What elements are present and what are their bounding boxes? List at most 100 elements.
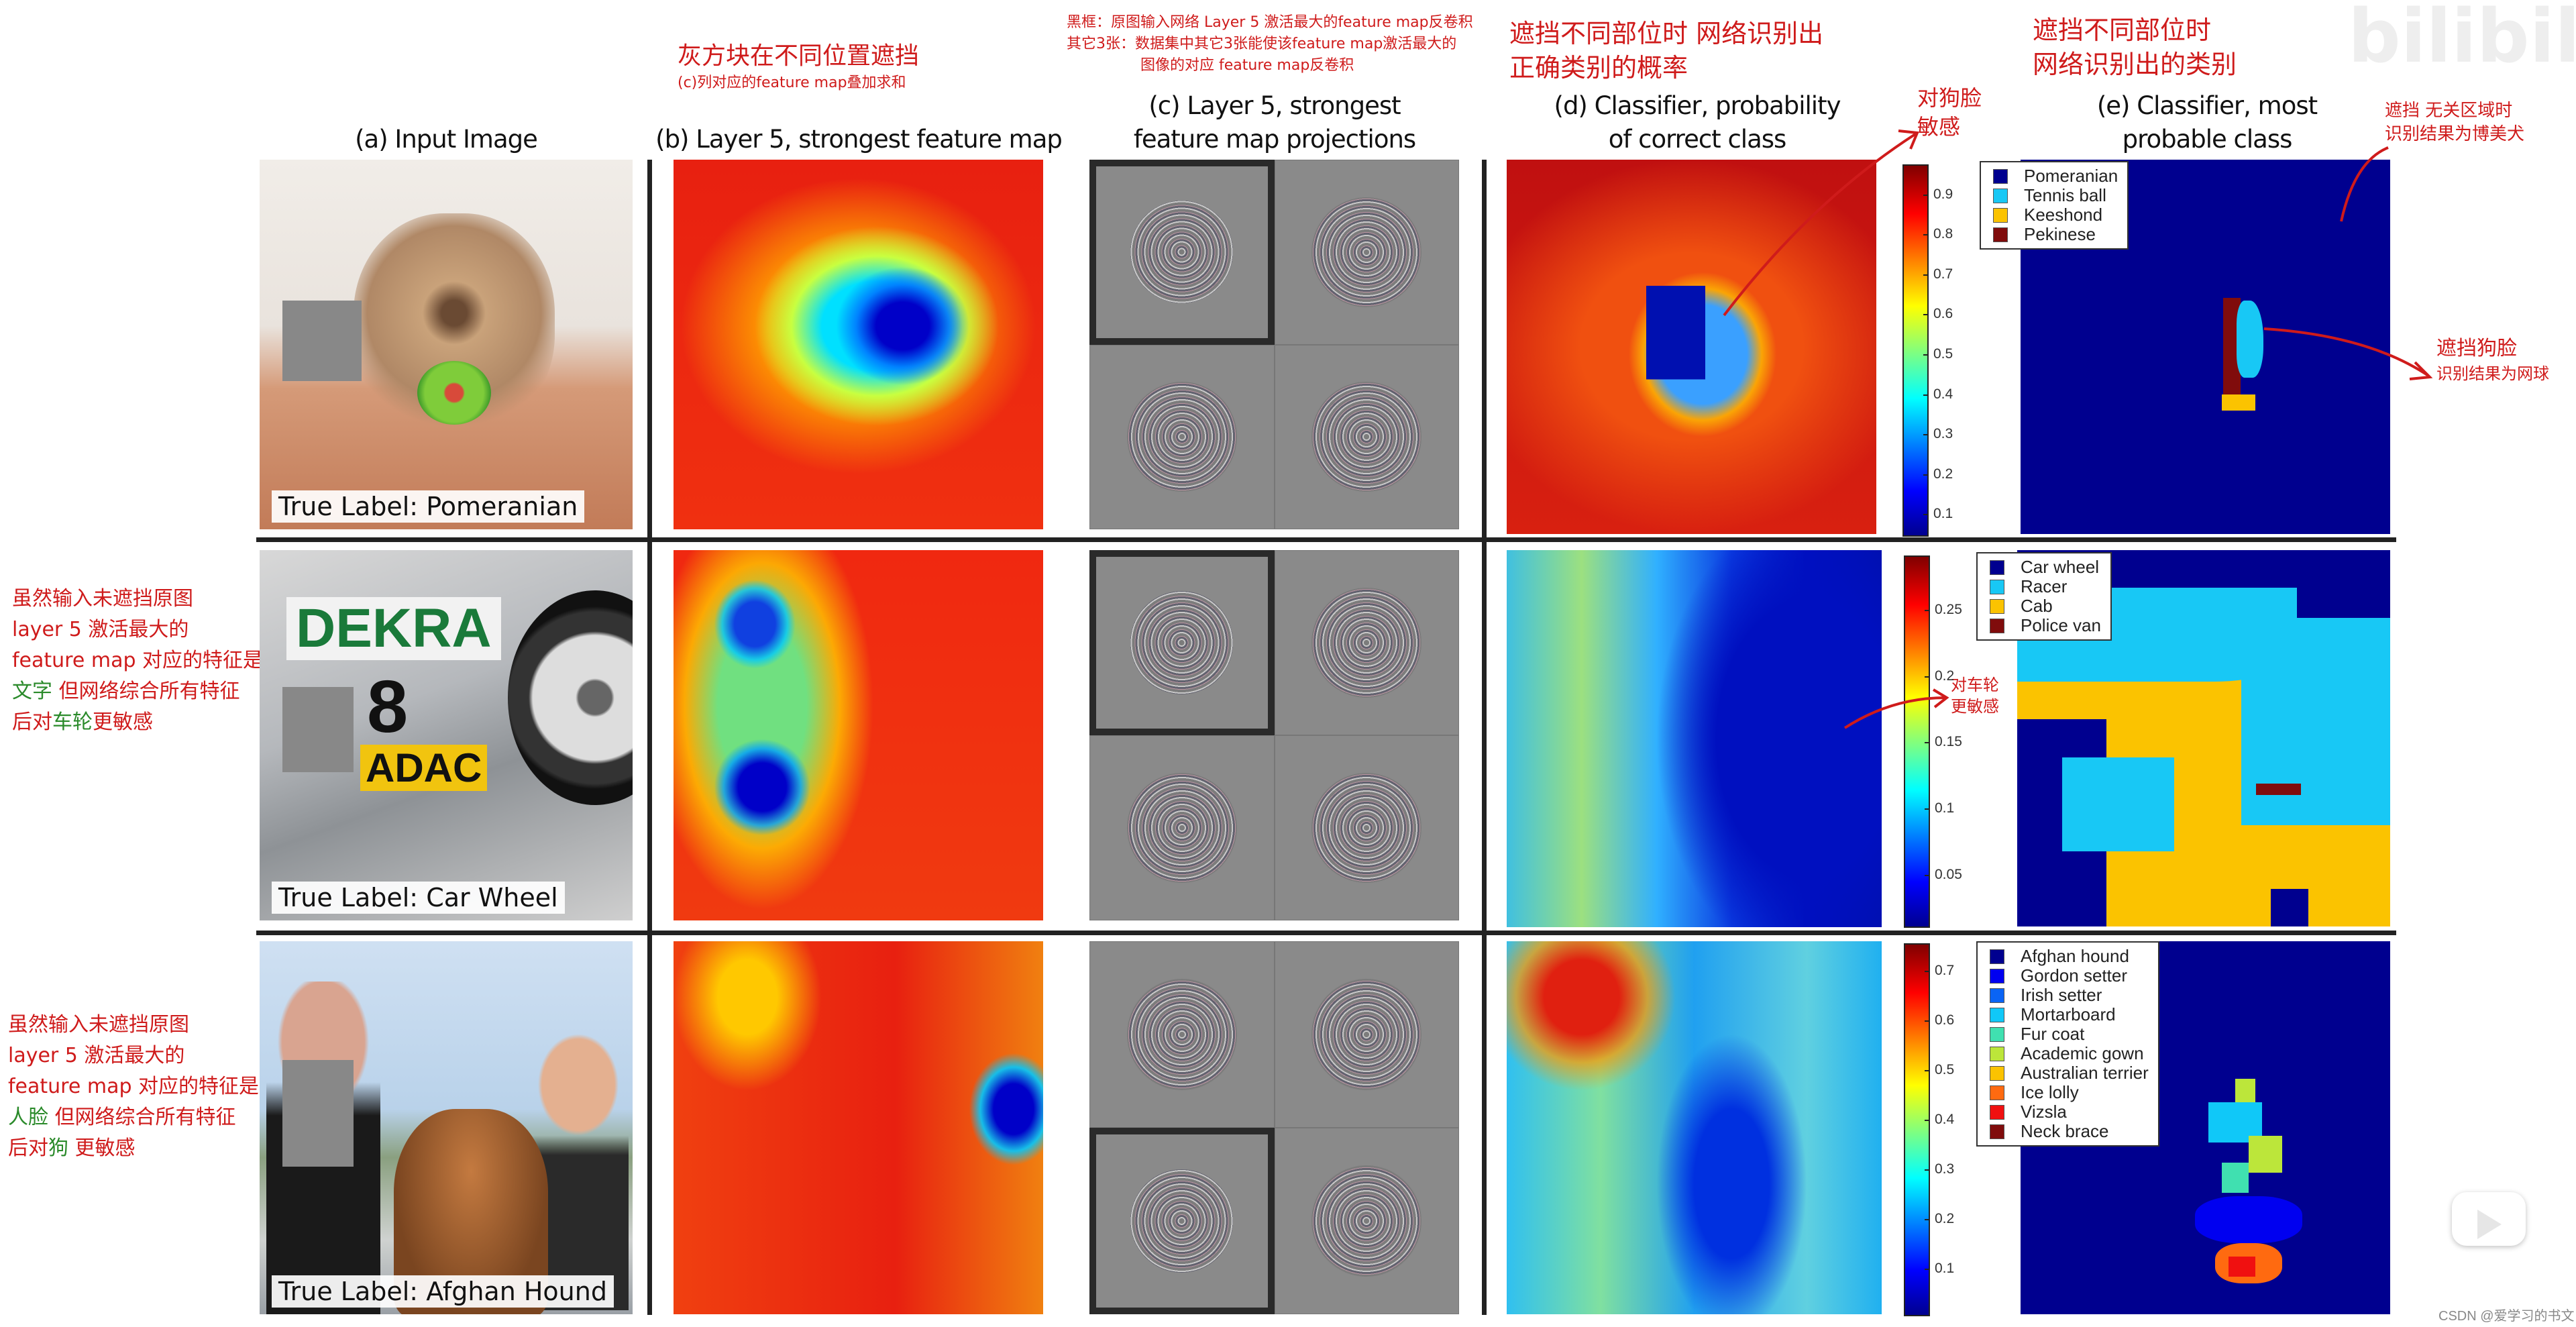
colorbar-tick-label: 0.7	[1933, 266, 1953, 282]
legend-item: Academic gown	[1990, 1043, 2149, 1063]
colorbar-tick-label: 0.2	[1933, 466, 1953, 482]
gray-occluder	[282, 1060, 354, 1167]
prob-map-row3	[1507, 941, 1882, 1314]
header-prob-correct: (d) Classifier, probability of correct c…	[1476, 89, 1919, 156]
colorbar-tick-mark	[1925, 609, 1930, 611]
legend-item: Pekinese	[1993, 224, 2118, 244]
class-region-racer	[2061, 757, 2174, 851]
legend-swatch	[1990, 1124, 2004, 1139]
colorbar-tick-mark	[1925, 1020, 1930, 1022]
class-region-fur-coat	[2222, 1163, 2249, 1193]
colorbar-tick-label: 0.2	[1935, 1210, 1955, 1226]
projection-tile	[1274, 735, 1459, 920]
bilibili-watermark: bilibili	[2348, 0, 2576, 79]
bilibili-tv-play-icon[interactable]	[2452, 1184, 2526, 1246]
legend-label: Mortarboard	[2021, 1004, 2116, 1024]
legend-swatch	[1993, 227, 2008, 242]
colorbar-tick-label: 0.4	[1933, 386, 1953, 402]
header-most-probable: (e) Classifier, most probable class	[2019, 89, 2395, 156]
colorbar-tick-mark	[1925, 874, 1930, 876]
input-image-afghan: True Label: Afghan Hound	[260, 941, 633, 1314]
legend-label: Academic gown	[2021, 1043, 2144, 1063]
tennis-ball-toy	[417, 361, 491, 425]
colorbar-tick-label: 0.3	[1935, 1161, 1955, 1177]
legend-item: Fur coat	[1990, 1024, 2149, 1044]
class-region-academic-gown	[2249, 1136, 2282, 1173]
colorbar-tick-label: 0.1	[1933, 506, 1953, 522]
colorbar-tick-mark	[1923, 394, 1929, 396]
feature-map-row3	[674, 941, 1043, 1314]
colorbar-tick-mark	[1925, 971, 1930, 973]
legend-swatch	[1990, 598, 2004, 614]
legend-item: Keeshond	[1993, 205, 2118, 225]
projection-tile	[1274, 1128, 1459, 1314]
legend-swatch	[1990, 988, 2004, 1003]
colorbar-tick-mark	[1925, 808, 1930, 810]
note-occluder-sum: 灰方块在不同位置遮挡 (c)列对应的feature map叠加求和	[678, 42, 920, 91]
legend-swatch	[1990, 1065, 2004, 1081]
legend-item: Gordon setter	[1990, 965, 2149, 986]
colorbar-tick-mark	[1925, 676, 1930, 678]
projection-tile	[1089, 941, 1275, 1128]
projections-row2	[1089, 550, 1459, 920]
legend-label: Vizsla	[2021, 1102, 2067, 1122]
legend-label: Irish setter	[2021, 985, 2102, 1005]
input-image-car: DEKRA 8 ADAC True Label: Car Wheel	[260, 550, 633, 920]
projection-tile-selected	[1089, 1128, 1275, 1314]
colorbar-tick-label: 0.15	[1935, 734, 1962, 750]
legend-swatch	[1990, 618, 2004, 633]
colorbar-tick-mark	[1925, 1268, 1930, 1270]
legend-swatch	[1990, 949, 2004, 964]
colorbar-tick-label: 0.4	[1935, 1112, 1955, 1128]
colorbar-tick-mark	[1923, 474, 1929, 476]
projection-tile	[1089, 344, 1275, 529]
colorbar-gradient	[1904, 943, 1930, 1316]
colorbar-gradient	[1902, 164, 1929, 537]
car-number: 8	[367, 666, 409, 748]
colorbar-tick-label: 0.3	[1933, 426, 1953, 442]
colorbar-tick-mark	[1923, 434, 1929, 436]
note-left-row3: 虽然输入未遮挡原图 layer 5 激活最大的 feature map 对应的特…	[8, 1013, 260, 1160]
legend-item: Ice lolly	[1990, 1082, 2149, 1102]
legend-item: Mortarboard	[1990, 1004, 2149, 1024]
colorbar-tick-mark	[1925, 1120, 1930, 1122]
legend-item: Irish setter	[1990, 985, 2149, 1005]
colorbar-tick-label: 0.5	[1933, 346, 1953, 362]
gray-occluder	[282, 301, 362, 381]
legend-label: Police van	[2021, 615, 2101, 635]
colorbar-gradient	[1904, 555, 1930, 928]
projection-tile	[1274, 344, 1459, 529]
arrow-occlude-face-head	[2409, 361, 2433, 380]
note-most-probable: 遮挡不同部位时 网络识别出的类别	[2033, 15, 2237, 80]
projections-row3	[1089, 941, 1459, 1314]
header-projections-line1: (c) Layer 5, strongest	[1148, 91, 1401, 120]
header-input-image: (a) Input Image	[355, 125, 538, 154]
legend-label: Pekinese	[2024, 224, 2096, 244]
legend-label: Pomeranian	[2024, 166, 2118, 186]
colorbar-tick-label: 0.05	[1935, 866, 1962, 882]
note-projections: 黑框：原图输入网络 Layer 5 激活最大的feature map反卷积 其它…	[1067, 14, 1473, 74]
colorbar-tick-label: 0.8	[1933, 226, 1953, 242]
class-region-vizsla	[2229, 1257, 2255, 1277]
legend-item: Police van	[1990, 615, 2101, 635]
projection-tile-selected	[1089, 550, 1275, 735]
note-irrelevant-region: 遮挡 无关区域时 识别结果为博美犬	[2385, 101, 2525, 145]
legend-swatch	[1990, 1046, 2004, 1061]
header-prob-correct-line2: of correct class	[1608, 125, 1787, 154]
legend-swatch	[1990, 579, 2004, 594]
note-occlude-face: 遮挡狗脸 识别结果为网球	[2436, 337, 2549, 383]
header-prob-correct-line1: (d) Classifier, probability	[1554, 91, 1841, 120]
header-most-probable-line1: (e) Classifier, most	[2096, 91, 2318, 120]
legend-label: Ice lolly	[2021, 1082, 2079, 1102]
legend-item: Car wheel	[1990, 557, 2101, 577]
colorbar-tick-mark	[1923, 234, 1929, 236]
projection-tile-selected	[1089, 160, 1275, 345]
true-label: True Label: Pomeranian	[272, 490, 585, 523]
legend-label: Tennis ball	[2024, 185, 2106, 205]
legend-swatch	[1993, 207, 2008, 223]
legend-item: Afghan hound	[1990, 946, 2149, 966]
colorbar-tick-label: 0.5	[1935, 1062, 1955, 1078]
colorbar-tick-mark	[1923, 514, 1929, 516]
true-label: True Label: Afghan Hound	[272, 1275, 614, 1308]
legend-item: Tennis ball	[1993, 185, 2118, 205]
